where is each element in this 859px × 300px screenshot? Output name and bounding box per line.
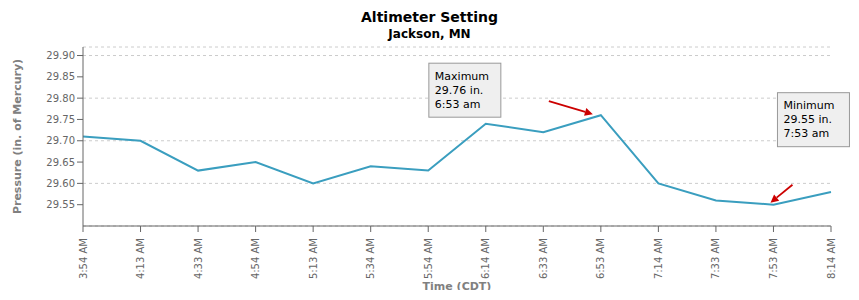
svg-text:Maximum29.76 in.6:53 am: Maximum29.76 in.6:53 am xyxy=(435,70,489,111)
svg-text:29.85: 29.85 xyxy=(46,71,75,82)
svg-text:8:14 AM: 8:14 AM xyxy=(826,238,837,279)
svg-text:7:53 AM: 7:53 AM xyxy=(768,238,779,279)
html-text:Altimeter Setting: Altimeter Setting xyxy=(361,9,498,25)
svg-text:5:54 AM: 5:54 AM xyxy=(423,238,434,279)
svg-text:4:13 AM: 4:13 AM xyxy=(135,238,146,279)
svg-text:29.80: 29.80 xyxy=(46,93,75,104)
svg-text:4:54 AM: 4:54 AM xyxy=(250,238,261,279)
svg-text:29.55: 29.55 xyxy=(46,199,75,210)
svg-text:7:33 AM: 7:33 AM xyxy=(710,238,721,279)
svg-text:Pressure (in. of Mercury): Pressure (in. of Mercury) xyxy=(11,59,24,214)
svg-text:7:14 AM: 7:14 AM xyxy=(653,238,664,279)
svg-text:Minimum29.55 in.7:53 am: Minimum29.55 in.7:53 am xyxy=(783,99,834,140)
svg-text:6:33 AM: 6:33 AM xyxy=(538,238,549,279)
html-text:Jackson, MN: Jackson, MN xyxy=(388,27,471,41)
svg-text:29.65: 29.65 xyxy=(46,157,75,168)
svg-text:Time (CDT): Time (CDT) xyxy=(423,280,492,290)
svg-text:29.75: 29.75 xyxy=(46,114,75,125)
svg-text:3:54 AM: 3:54 AM xyxy=(78,238,89,279)
svg-text:5:34 AM: 5:34 AM xyxy=(365,238,376,279)
svg-text:5:13 AM: 5:13 AM xyxy=(308,238,319,279)
svg-text:29.70: 29.70 xyxy=(46,135,75,146)
svg-text:6:53 AM: 6:53 AM xyxy=(595,238,606,279)
svg-text:29.60: 29.60 xyxy=(46,178,75,189)
svg-text:4:33 AM: 4:33 AM xyxy=(193,238,204,279)
svg-text:29.90: 29.90 xyxy=(46,50,75,61)
svg-text:6:14 AM: 6:14 AM xyxy=(480,238,491,279)
